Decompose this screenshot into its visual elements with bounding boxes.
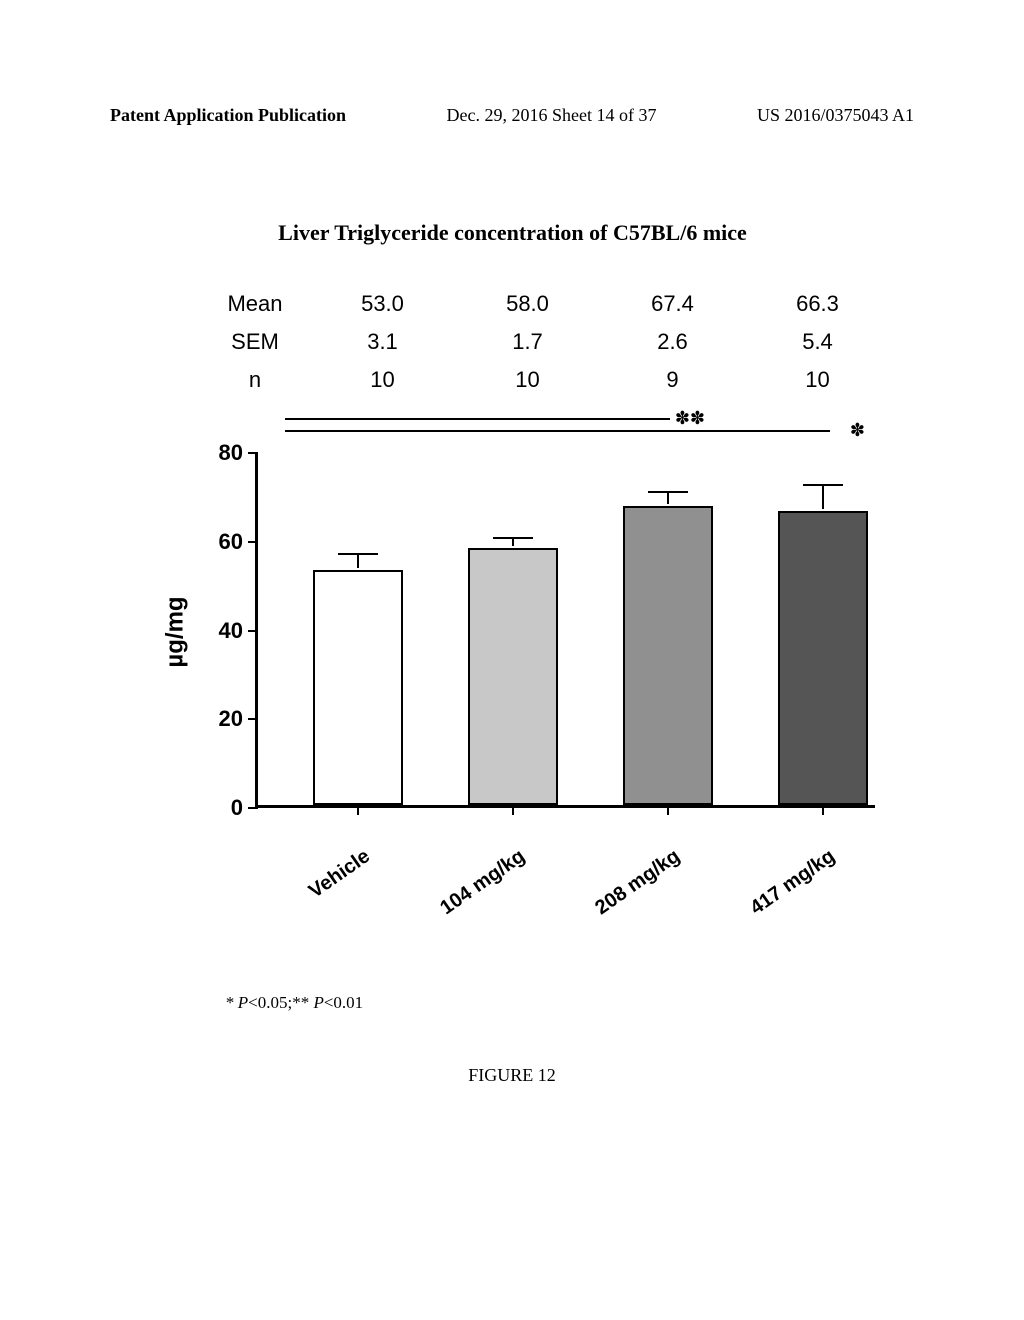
x-axis-label: 208 mg/kg xyxy=(557,845,685,944)
stats-value: 66.3 xyxy=(745,291,890,317)
y-tick-label: 20 xyxy=(203,706,243,732)
error-bar xyxy=(512,538,514,546)
significance-bars: ✽✽ ✽ xyxy=(285,418,875,442)
y-tick-label: 40 xyxy=(203,618,243,644)
header-left: Patent Application Publication xyxy=(110,105,346,126)
bar xyxy=(313,570,403,805)
error-bar xyxy=(357,554,359,568)
stats-value: 53.0 xyxy=(310,291,455,317)
bar xyxy=(778,511,868,805)
significance-marker: ✽✽ xyxy=(675,408,705,429)
stats-value: 9 xyxy=(600,367,745,393)
significance-marker: ✽ xyxy=(850,420,865,441)
x-axis-label: 104 mg/kg xyxy=(402,845,530,944)
stats-row-n: n 10 10 9 10 xyxy=(200,367,905,393)
stats-value: 58.0 xyxy=(455,291,600,317)
header-middle: Dec. 29, 2016 Sheet 14 of 37 xyxy=(447,105,657,126)
stats-row-mean: Mean 53.0 58.0 67.4 66.3 xyxy=(200,291,905,317)
stats-label: Mean xyxy=(200,291,310,317)
error-cap xyxy=(493,537,533,539)
x-axis-label: 417 mg/kg xyxy=(712,845,840,944)
stats-label: SEM xyxy=(200,329,310,355)
x-tick xyxy=(512,805,514,815)
error-cap xyxy=(648,491,688,493)
significance-bar: ✽✽ xyxy=(285,418,670,420)
y-tick xyxy=(248,452,258,454)
stats-label: n xyxy=(200,367,310,393)
stats-value: 67.4 xyxy=(600,291,745,317)
error-cap xyxy=(338,553,378,555)
plot-area: 020406080Vehicle104 mg/kg208 mg/kg417 mg… xyxy=(255,453,875,808)
x-tick xyxy=(822,805,824,815)
stats-row-sem: SEM 3.1 1.7 2.6 5.4 xyxy=(200,329,905,355)
stats-value: 3.1 xyxy=(310,329,455,355)
page-header: Patent Application Publication Dec. 29, … xyxy=(0,105,1024,126)
y-axis-label: µg/mg xyxy=(162,596,190,667)
stats-value: 5.4 xyxy=(745,329,890,355)
y-tick-label: 0 xyxy=(203,795,243,821)
y-tick-label: 60 xyxy=(203,529,243,555)
y-tick xyxy=(248,541,258,543)
y-tick-label: 80 xyxy=(203,440,243,466)
stats-value: 10 xyxy=(310,367,455,393)
figure-label: FIGURE 12 xyxy=(0,1065,1024,1086)
footnote: * P<0.05;** P<0.01 xyxy=(225,993,363,1013)
bar xyxy=(468,548,558,805)
y-tick xyxy=(248,718,258,720)
bar xyxy=(623,506,713,805)
error-bar xyxy=(822,485,824,509)
stats-value: 1.7 xyxy=(455,329,600,355)
stats-table: Mean 53.0 58.0 67.4 66.3 SEM 3.1 1.7 2.6… xyxy=(200,291,905,393)
stats-value: 10 xyxy=(745,367,890,393)
header-right: US 2016/0375043 A1 xyxy=(757,105,914,126)
chart-title: Liver Triglyceride concentration of C57B… xyxy=(120,220,905,246)
x-axis-label: Vehicle xyxy=(247,845,375,944)
figure-container: Liver Triglyceride concentration of C57B… xyxy=(120,220,905,868)
chart-area: ✽✽ ✽ µg/mg 020406080Vehicle104 mg/kg208 … xyxy=(170,418,905,868)
error-cap xyxy=(803,484,843,486)
y-tick xyxy=(248,807,258,809)
stats-value: 10 xyxy=(455,367,600,393)
significance-bar: ✽ xyxy=(285,430,830,432)
x-tick xyxy=(357,805,359,815)
y-tick xyxy=(248,630,258,632)
x-tick xyxy=(667,805,669,815)
stats-value: 2.6 xyxy=(600,329,745,355)
error-bar xyxy=(667,492,669,504)
